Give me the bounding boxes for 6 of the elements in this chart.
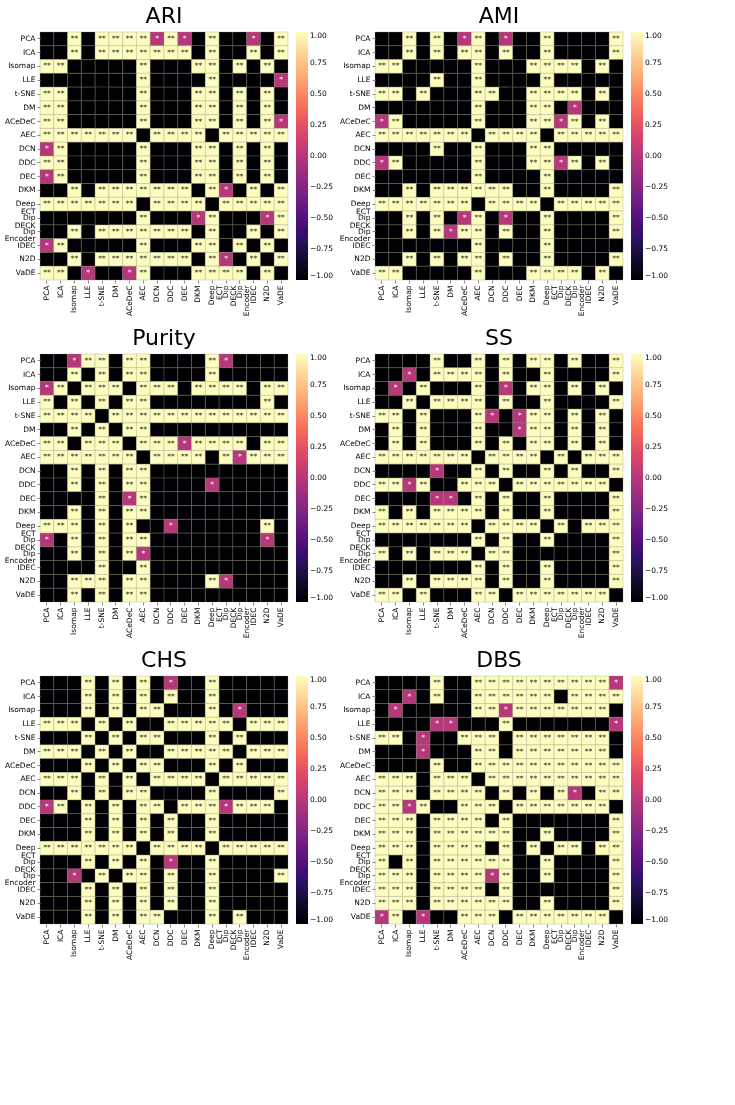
chart-title: Purity — [132, 324, 196, 350]
chart-title: SS — [485, 324, 513, 350]
chart-title: DBS — [476, 646, 522, 672]
chart-title: CHS — [141, 646, 187, 672]
chart-title: ARI — [145, 2, 183, 28]
chart-title: AMI — [478, 2, 520, 28]
